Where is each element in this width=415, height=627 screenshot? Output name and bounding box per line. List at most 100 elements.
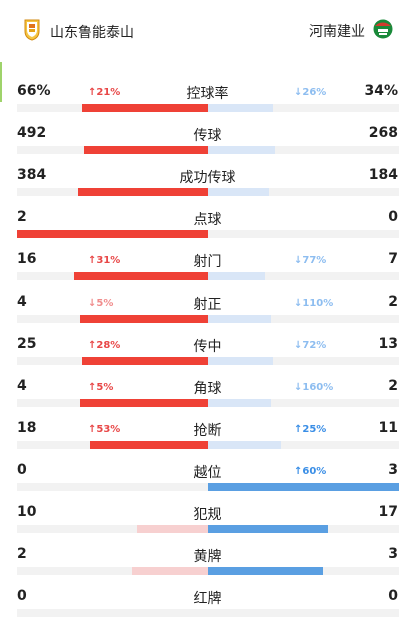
home-team-badge-icon	[24, 19, 40, 45]
away-value: 17	[378, 504, 398, 520]
away-bar	[208, 398, 272, 407]
stat-label: 红牌	[193, 591, 222, 608]
away-bar	[208, 104, 273, 112]
away-bar	[208, 482, 399, 491]
home-change: ↑31%	[88, 255, 121, 267]
home-change: ↑21%	[88, 87, 121, 98]
home-bar	[80, 314, 208, 323]
away-value: 184	[368, 167, 398, 184]
away-value: 2	[388, 293, 398, 310]
away-value: 7	[388, 251, 398, 268]
away-team-badge-icon	[373, 19, 393, 43]
home-value: 2	[17, 546, 27, 563]
stat-row: 10 犯规 17	[0, 495, 415, 543]
home-bar	[137, 525, 208, 533]
away-bar	[208, 188, 270, 197]
home-bar	[131, 567, 208, 576]
stat-label: 抢断	[193, 422, 222, 439]
stat-row: 18 抢断 11 ↑53% ↑25%	[0, 411, 415, 459]
away-bar	[208, 146, 275, 155]
away-value: 3	[388, 461, 398, 478]
home-change: ↑5%	[88, 381, 114, 393]
stat-bar-track	[17, 230, 399, 239]
away-value: 0	[388, 588, 398, 605]
away-value: 2	[388, 377, 398, 394]
away-value: 11	[378, 419, 398, 436]
home-change: ↓5%	[88, 297, 114, 309]
stat-row: 2 点球 0	[0, 200, 415, 248]
away-bar	[208, 567, 323, 576]
home-value: 492	[17, 125, 47, 142]
stat-row: 384 成功传球 184	[0, 158, 415, 206]
stat-label: 黄牌	[193, 549, 222, 566]
away-change: ↓72%	[294, 339, 327, 351]
stat-row: 66% 控球率 34% ↑21% ↓26%	[0, 74, 415, 122]
stat-row: 25 传中 13 ↑28% ↓72%	[0, 327, 415, 375]
home-value: 4	[17, 377, 27, 394]
stat-bar-track	[17, 188, 399, 197]
stat-row: 4 角球 2 ↑5% ↓160%	[0, 369, 415, 417]
stat-label: 传球	[193, 128, 222, 145]
home-change: ↑53%	[88, 423, 121, 435]
stat-bar-track	[17, 609, 399, 618]
away-value: 268	[368, 125, 398, 142]
stat-bar-track	[17, 314, 399, 323]
stat-bar-track	[17, 356, 399, 365]
stat-label: 犯规	[193, 507, 222, 523]
away-bar	[208, 356, 273, 365]
home-value: 16	[17, 251, 37, 268]
stat-row: 2 黄牌 3	[0, 537, 415, 585]
away-bar	[208, 314, 272, 323]
home-change: ↑28%	[88, 339, 121, 351]
home-bar	[80, 398, 208, 407]
home-value: 0	[17, 461, 27, 478]
away-team[interactable]: 河南建业	[309, 19, 393, 43]
away-change: ↓77%	[294, 255, 327, 267]
stat-label: 射正	[193, 296, 222, 313]
stat-bar-track	[17, 272, 399, 281]
stat-bar-track	[17, 440, 399, 449]
stat-bar-track	[17, 482, 399, 491]
stat-label: 射门	[193, 254, 222, 271]
match-header: 山东鲁能泰山 河南建业	[0, 0, 415, 62]
stat-row: 16 射门 7 ↑31% ↓77%	[0, 242, 415, 290]
stat-label: 传中	[193, 338, 222, 355]
home-bar	[89, 440, 208, 449]
stat-label: 越位	[193, 464, 222, 481]
stat-label: 成功传球	[179, 170, 236, 187]
stat-bar-track	[17, 567, 399, 576]
home-bar	[81, 356, 208, 365]
away-value: 34%	[364, 83, 398, 99]
away-change: ↑60%	[294, 465, 327, 477]
home-value: 2	[17, 209, 27, 226]
home-value: 25	[17, 335, 37, 352]
home-bar	[17, 230, 208, 239]
away-bar	[208, 272, 266, 281]
home-value: 4	[17, 293, 27, 310]
home-team[interactable]: 山东鲁能泰山	[24, 19, 134, 45]
away-bar	[208, 525, 329, 533]
home-bar	[74, 272, 208, 281]
home-bar	[83, 146, 208, 155]
home-value: 18	[17, 419, 37, 436]
side-accent	[0, 62, 2, 102]
stat-bar-track	[17, 146, 399, 155]
stat-bar-track	[17, 104, 399, 112]
home-value: 384	[17, 167, 47, 184]
away-change: ↓110%	[294, 297, 334, 309]
stat-bar-track	[17, 398, 399, 407]
stat-row: 0 红牌 0	[0, 579, 415, 627]
stat-row: 0 越位 3 ↑60%	[0, 453, 415, 501]
home-value: 66%	[17, 83, 51, 99]
home-value: 0	[17, 588, 27, 605]
home-bar	[81, 104, 208, 112]
stat-row: 4 射正 2 ↓5% ↓110%	[0, 285, 415, 333]
stat-label: 控球率	[186, 86, 229, 102]
stat-row: 492 传球 268	[0, 116, 415, 164]
away-team-name: 河南建业	[309, 24, 365, 40]
away-value: 0	[388, 209, 398, 226]
away-change: ↑25%	[294, 423, 327, 435]
away-value: 3	[388, 546, 398, 563]
away-change: ↓26%	[294, 87, 327, 98]
away-bar	[208, 440, 281, 449]
